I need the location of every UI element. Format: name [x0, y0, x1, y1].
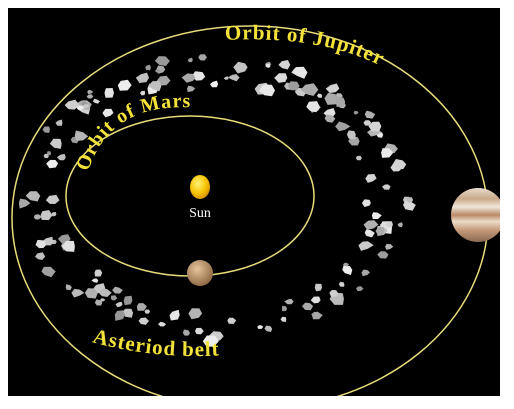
space-background — [8, 8, 500, 396]
asteroid — [105, 88, 115, 98]
solar-system-diagram: Sun Orbit of Jupiter Orbit of Mars Aster… — [0, 0, 514, 404]
sun-label: Sun — [189, 206, 211, 221]
jupiter — [451, 188, 505, 242]
sun — [190, 175, 210, 199]
mars — [187, 260, 213, 286]
